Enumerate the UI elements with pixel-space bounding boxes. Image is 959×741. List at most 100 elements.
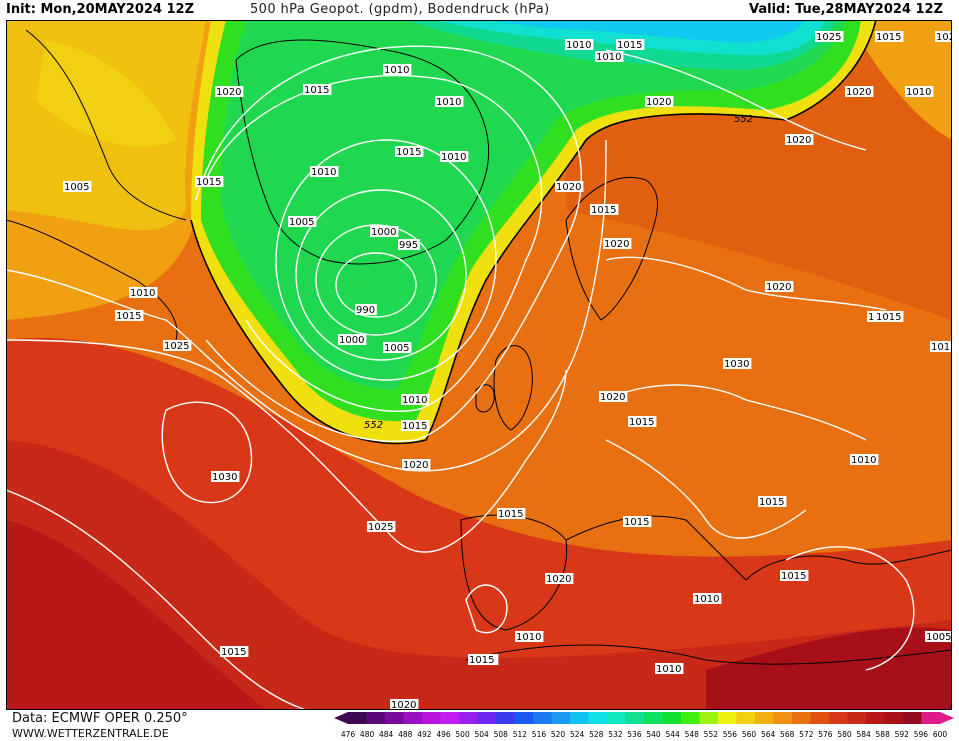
geopotential-map: 552 552 10201010101510201025101010201010…: [6, 20, 952, 710]
svg-text:995: 995: [399, 240, 418, 251]
isobar-label: 1015: [401, 420, 430, 432]
legend-swatch: [588, 712, 608, 724]
legend-swatch: [792, 712, 811, 724]
legend-swatch: [403, 712, 423, 724]
isobar-label: 1015: [220, 646, 249, 658]
legend-tick-label: 512: [513, 730, 528, 739]
isobar-label: 1020: [935, 31, 952, 43]
legend-tick-label: 544: [665, 730, 680, 739]
legend-tick-label: 580: [837, 730, 852, 739]
legend-tick-label: 504: [475, 730, 490, 739]
isobar-label: 1015: [195, 176, 224, 188]
isobar-label: 1015: [616, 39, 645, 51]
isobar-label: 1020: [599, 391, 628, 403]
isobar-label: 1010: [435, 96, 464, 108]
isobar-label: 1005: [383, 342, 412, 354]
website-label: WWW.WETTERZENTRALE.DE: [12, 727, 169, 740]
svg-text:1020: 1020: [216, 87, 241, 98]
svg-text:1020: 1020: [546, 574, 571, 585]
isobar-990: [335, 252, 417, 318]
valid-time-label: Valid: Tue,28MAY2024 12Z: [749, 2, 943, 17]
svg-text:1010: 1010: [516, 632, 541, 643]
svg-text:1005: 1005: [384, 343, 409, 354]
isobar-label: 1015: [875, 31, 904, 43]
legend-tick-label: 528: [589, 730, 604, 739]
north-america-coastline: [6, 219, 178, 341]
isobar-label: 1005: [288, 216, 317, 228]
svg-text:1020: 1020: [646, 97, 671, 108]
isobar-label: 990: [355, 304, 377, 316]
legend-tick-label: 588: [876, 730, 891, 739]
isobar-label: 1020: [603, 238, 632, 250]
legend-tick-label: 484: [379, 730, 394, 739]
init-time-label: Init: Mon,20MAY2024 12Z: [6, 2, 195, 17]
svg-text:1020: 1020: [936, 32, 952, 43]
isobar-label: 1010: [595, 51, 624, 63]
legend-swatch: [699, 712, 719, 724]
svg-text:1005: 1005: [926, 632, 951, 643]
svg-text:1020: 1020: [600, 392, 625, 403]
isobar-label: 1005: [925, 631, 952, 643]
chart-footer: Data: ECMWF OPER 0.250° WWW.WETTERZENTRA…: [0, 710, 959, 741]
legend-swatch: [866, 712, 885, 724]
isobar-1030: [161, 401, 253, 504]
svg-text:1005: 1005: [289, 217, 314, 228]
svg-text:1030: 1030: [724, 359, 749, 370]
map-border: [6, 20, 952, 710]
legend-tick-label: 488: [398, 730, 413, 739]
legend-swatch: [607, 712, 626, 724]
legend-tick-label: 516: [532, 730, 547, 739]
legend-swatch: [385, 712, 404, 724]
chart-header: Init: Mon,20MAY2024 12Z 500 hPa Geopot. …: [0, 0, 959, 20]
isobar-label: 1020: [215, 86, 244, 98]
legend-swatch: [773, 712, 793, 724]
legend-swatch: [718, 712, 737, 724]
legend-tick-label: 480: [360, 730, 375, 739]
geopotential-field-588: [6, 440, 952, 710]
legend-tick-label: 524: [570, 730, 585, 739]
isobar-label: 1020: [785, 134, 814, 146]
isobar-1015-iberia: [465, 584, 508, 634]
isobar-label: 1015: [780, 570, 809, 582]
svg-text:1015: 1015: [617, 40, 642, 51]
svg-text:1015: 1015: [304, 85, 329, 96]
isobar-1015-europe: [605, 384, 867, 441]
svg-text:1010: 1010: [566, 40, 591, 51]
isobar-label: 1010: [850, 454, 879, 466]
isobar-label: 1015: [930, 341, 952, 353]
isobar-label: 1015: [395, 146, 424, 158]
svg-text:1010: 1010: [441, 152, 466, 163]
greenland-coastline: [235, 39, 490, 265]
svg-text:1010: 1010: [596, 52, 621, 63]
isobar-label: 1000: [370, 226, 399, 238]
legend-swatch: [921, 712, 941, 724]
svg-text:1010: 1010: [311, 167, 336, 178]
svg-text:1005: 1005: [64, 182, 89, 193]
legend-tick-label: 568: [780, 730, 795, 739]
svg-text:1020: 1020: [556, 182, 581, 193]
legend-swatch: [348, 712, 367, 724]
legend-swatch: [810, 712, 830, 724]
isobar-1015: [195, 45, 582, 442]
svg-text:1015: 1015: [116, 311, 141, 322]
isobar-label: 1015: [758, 496, 787, 508]
isobar-995: [315, 224, 437, 336]
legend-tick-label: 564: [761, 730, 776, 739]
legend-swatch: [847, 712, 867, 724]
legend-tick-label: 492: [417, 730, 432, 739]
svg-text:1015: 1015: [196, 177, 221, 188]
isobar-label: 1010: [129, 287, 158, 299]
isobar-1000: [295, 189, 467, 361]
svg-text:1020: 1020: [604, 239, 629, 250]
isobar-label: 1025: [815, 31, 844, 43]
legend-tick-label: 596: [914, 730, 929, 739]
isobar-1025-north: [605, 49, 867, 151]
legend-tick-label: 496: [436, 730, 451, 739]
svg-text:1010: 1010: [436, 97, 461, 108]
svg-text:1015: 1015: [876, 312, 901, 323]
svg-text:1015: 1015: [931, 342, 952, 353]
isobar-label: 1025: [163, 340, 192, 352]
chart-title: 500 hPa Geopot. (gpdm), Bodendruck (hPa): [250, 2, 550, 17]
legend-swatch: [755, 712, 774, 724]
legend-swatch: [459, 712, 478, 724]
